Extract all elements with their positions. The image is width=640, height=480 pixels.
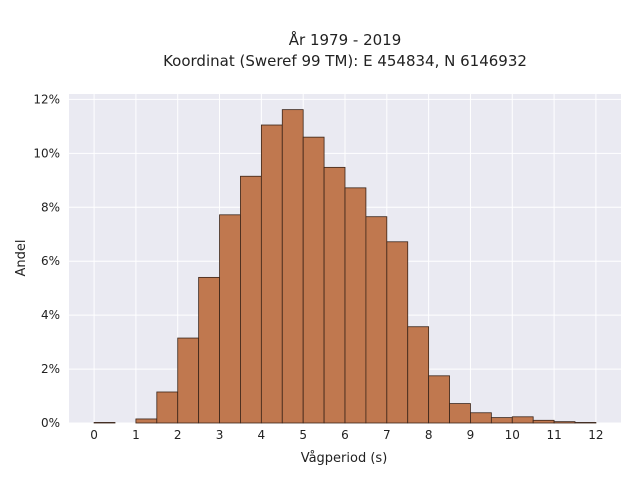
histogram-bar: [198, 276, 220, 424]
histogram-bar: [302, 136, 325, 424]
x-tick-label: 3: [216, 428, 224, 442]
bars: [93, 109, 597, 424]
x-tick-label: 2: [174, 428, 182, 442]
x-axis-ticks: 0 1 2 3 4 5 6 7 8 9 10 11 12: [90, 428, 603, 442]
y-tick-label: 12%: [33, 92, 60, 106]
histogram-bar: [323, 166, 346, 424]
histogram-bar: [281, 109, 304, 424]
x-tick-label: 9: [467, 428, 475, 442]
y-axis-label: Andel: [14, 240, 29, 277]
histogram-bar: [553, 421, 576, 424]
x-axis-label: Vågperiod (s): [301, 451, 388, 466]
y-axis-ticks: 0% 2% 4% 6% 8% 10% 12%: [33, 92, 60, 430]
x-tick-label: 12: [588, 428, 603, 442]
histogram-bar: [344, 187, 367, 424]
x-tick-label: 7: [383, 428, 391, 442]
histogram-bar: [470, 412, 492, 424]
histogram-bar: [490, 417, 513, 424]
histogram-bar: [135, 418, 158, 424]
histogram-bar: [428, 375, 450, 424]
x-tick-label: 5: [299, 428, 307, 442]
histogram-bar: [260, 124, 283, 424]
y-tick-label: 2%: [41, 362, 60, 376]
y-tick-label: 6%: [41, 254, 60, 268]
histogram-bar: [240, 175, 262, 424]
y-tick-label: 10%: [33, 146, 60, 160]
x-tick-label: 11: [546, 428, 561, 442]
chart-title-line-1: År 1979 - 2019: [289, 30, 402, 49]
y-tick-label: 0%: [41, 416, 60, 430]
x-tick-label: 8: [425, 428, 433, 442]
y-tick-label: 4%: [41, 308, 60, 322]
histogram-bar: [386, 241, 409, 424]
histogram-bar: [511, 416, 534, 424]
x-tick-label: 1: [132, 428, 140, 442]
histogram-bar: [407, 326, 430, 424]
histogram-bar: [532, 419, 555, 424]
histogram-bar: [449, 403, 471, 424]
chart-title-line-2: Koordinat (Sweref 99 TM): E 454834, N 61…: [163, 52, 527, 70]
histogram-bar: [156, 391, 179, 424]
histogram-bar: [93, 422, 116, 424]
histogram-bar: [574, 422, 597, 424]
x-tick-label: 4: [258, 428, 266, 442]
x-tick-label: 0: [90, 428, 98, 442]
histogram-bar: [365, 216, 388, 424]
x-tick-label: 6: [341, 428, 349, 442]
x-tick-label: 10: [505, 428, 520, 442]
histogram-bar: [219, 214, 241, 424]
histogram-bar: [177, 337, 200, 424]
y-tick-label: 8%: [41, 200, 60, 214]
